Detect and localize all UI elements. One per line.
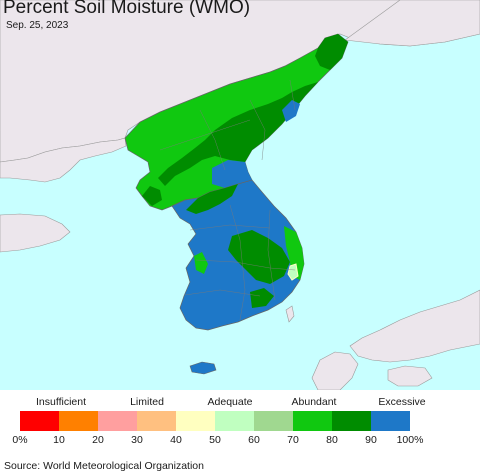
legend-tick-label: 50 [209, 434, 221, 446]
legend-tick-label: 20 [92, 434, 104, 446]
legend-tick-label: 90 [365, 434, 377, 446]
jeju-island [189, 361, 217, 375]
legend-swatch-6 [254, 411, 293, 431]
map-svg [0, 0, 480, 390]
north-korea-west-dark [142, 186, 162, 206]
south-korea-green-center [228, 230, 290, 284]
page-title: Percent Soil Moisture (WMO) [3, 0, 251, 18]
legend-swatch-7 [293, 411, 332, 431]
legend-tick-label: 30 [131, 434, 143, 446]
legend-category-insufficient: Insufficient [35, 396, 87, 408]
japan-shikoku [387, 365, 433, 387]
map-date: Sep. 25, 2023 [6, 20, 69, 31]
legend-tick-label: 70 [287, 434, 299, 446]
legend-category-abundant: Abundant [291, 396, 337, 408]
south-korea-green-north [186, 184, 238, 214]
north-korea-ne-wet [315, 34, 348, 70]
russia-far-east [344, 0, 480, 47]
liaodong-peninsula [0, 137, 127, 183]
shandong-peninsula [0, 213, 71, 253]
south-korea-green-east [284, 226, 304, 280]
legend-tick-label: 100% [396, 434, 424, 446]
legend-swatch-9 [371, 411, 410, 431]
legend-tick-label: 40 [170, 434, 182, 446]
legend-swatch-5 [215, 411, 254, 431]
legend-category-limited: Limited [130, 396, 164, 408]
tsushima-island [285, 305, 295, 323]
legend-swatch-8 [332, 411, 371, 431]
source-credit: Source: World Meteorological Organizatio… [4, 460, 204, 472]
legend-tick-label: 60 [248, 434, 260, 446]
legend-tick-label: 0% [12, 434, 28, 446]
legend-swatch-2 [98, 411, 137, 431]
legend-tick-label: 80 [326, 434, 338, 446]
japan-honshu [349, 289, 480, 363]
north-korea-east-blue [282, 100, 300, 122]
legend-swatch-3 [137, 411, 176, 431]
south-korea-light-spot [287, 263, 299, 281]
soil-moisture-map [0, 0, 480, 390]
legend-swatch-1 [59, 411, 98, 431]
legend-swatch-4 [176, 411, 215, 431]
province-borders [159, 79, 296, 321]
legend-category-adequate: Adequate [207, 396, 253, 408]
south-korea-green-west [194, 252, 208, 274]
legend-tick-label: 10 [53, 434, 65, 446]
japan-kyushu [311, 351, 359, 390]
legend-category-excessive: Excessive [378, 396, 426, 408]
south-korea-green-south [250, 288, 274, 308]
north-korea-wet-zone [158, 82, 318, 186]
north-korea-central-blue [212, 160, 252, 188]
legend-swatch-0 [20, 411, 59, 431]
